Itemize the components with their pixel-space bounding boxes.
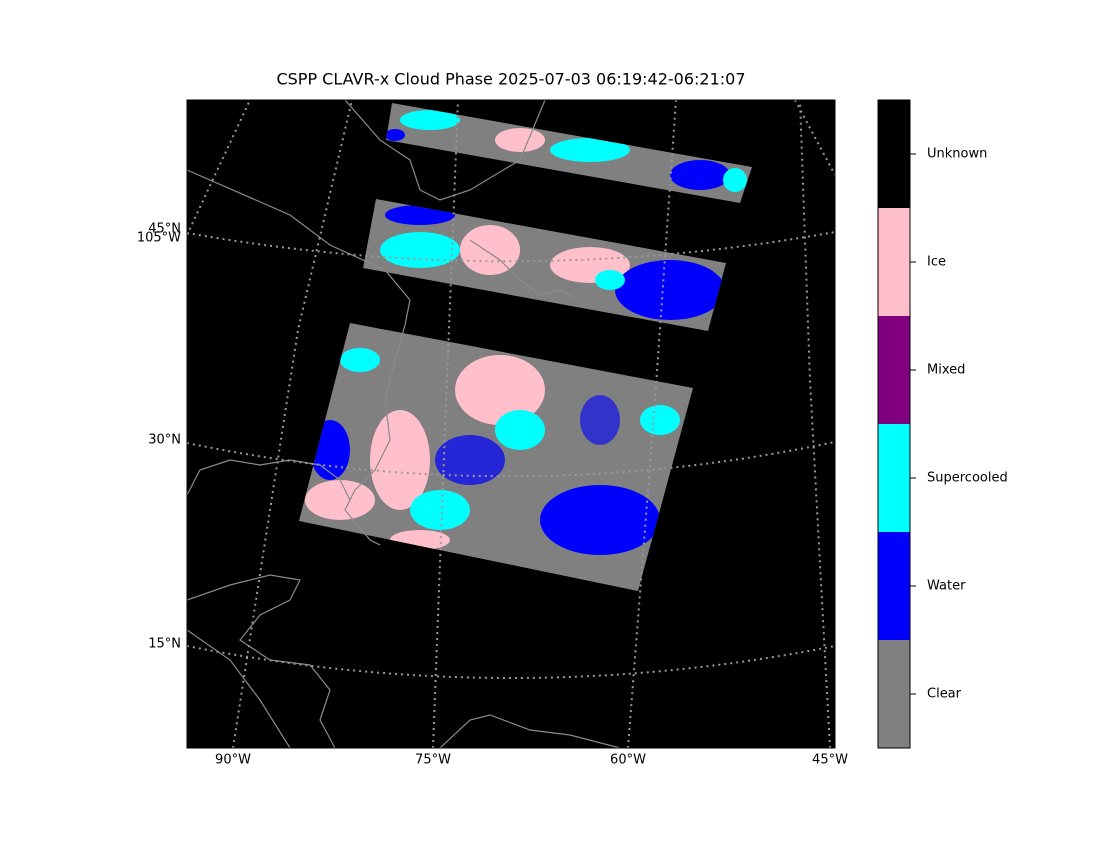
graticule [432,100,459,748]
graticule [187,231,835,263]
graticule [187,645,835,679]
longitude-label: 75°W [415,753,451,768]
colorbar-segment [878,532,910,640]
map-frame [186,99,836,749]
latitude-label: 15°N [148,637,181,652]
coastline [439,714,621,748]
colorbar-label: Unknown [927,147,987,162]
graticule [187,441,835,478]
colorbar-segment [878,424,910,532]
map [187,100,835,748]
longitude-label: 60°W [610,753,646,768]
coastline [187,574,336,748]
latitude-label: 30°N [148,433,181,448]
longitude-label: 45°W [812,753,848,768]
coastline [344,100,546,201]
colorbar-segment [878,100,910,208]
colorbar-segment [878,208,910,316]
colorbar-label: Mixed [927,363,965,378]
longitude-label: 90°W [215,753,251,768]
coastline [187,459,351,501]
colorbar-frame [877,99,911,749]
colorbar: Clear Water Supercooled Mixed Ice Unknown [877,99,1008,749]
colorbar-label: Supercooled [927,471,1008,486]
coastline [187,629,291,748]
title: CSPP CLAVR-x Cloud Phase 2025-07-03 06:1… [276,70,745,89]
graticule [187,100,251,236]
latitude-label: 45°N [148,222,181,237]
colorbar-segment [878,640,910,748]
colorbar-label: Clear [927,687,962,702]
coastline [469,239,581,301]
coastline [187,169,411,546]
graticule [794,100,835,176]
colorbar-label: Ice [927,255,946,270]
colorbar-segment [878,316,910,424]
graticule [627,100,677,748]
colorbar-label: Water [927,579,966,594]
longitude-label: 105°W [137,231,181,246]
